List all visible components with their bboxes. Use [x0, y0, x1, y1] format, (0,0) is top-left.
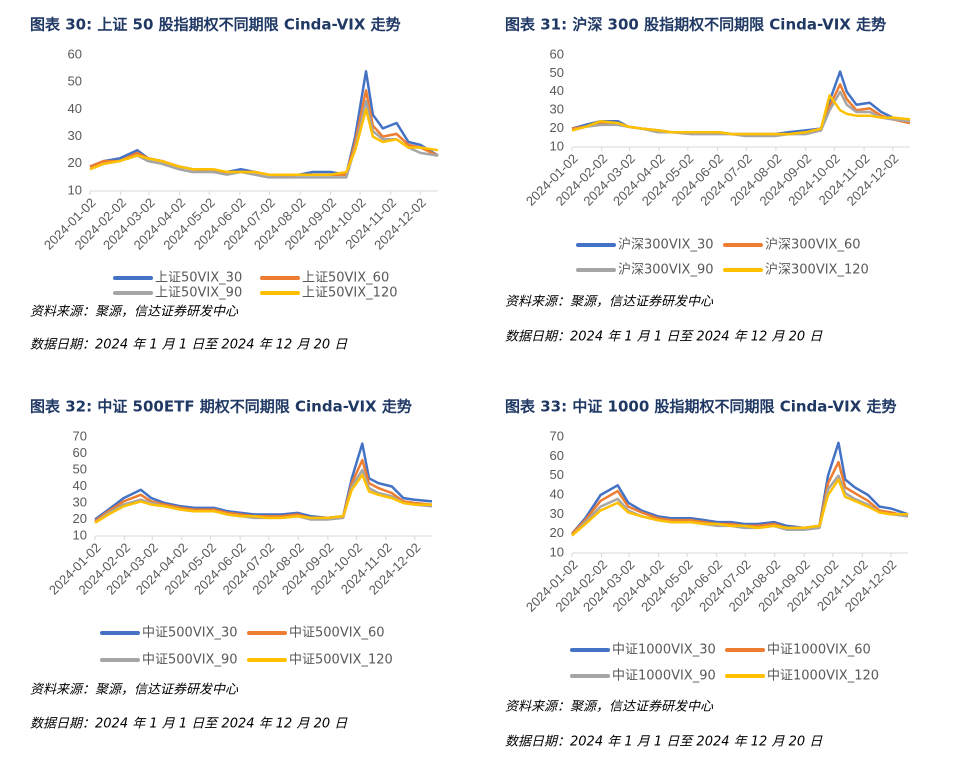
y-tick-label: 10 [550, 544, 564, 559]
y-tick-label: 10 [550, 138, 564, 153]
chart-title: 图表 30: 上证 50 股指期权不同期限 Cinda-VIX 走势 [30, 16, 401, 34]
y-tick-label: 60 [73, 445, 87, 460]
y-tick-label: 60 [68, 46, 82, 61]
y-tick-label: 40 [73, 478, 87, 493]
y-tick-label: 70 [73, 428, 87, 443]
source-note: 资料来源：聚源，信达证券研发中心 [505, 700, 714, 715]
y-tick-label: 10 [68, 182, 82, 197]
chart-title: 图表 33: 中证 1000 股指期权不同期限 Cinda-VIX 走势 [505, 398, 897, 416]
chart-title: 图表 32: 中证 500ETF 期权不同期限 Cinda-VIX 走势 [30, 398, 412, 416]
series-line [94, 473, 432, 524]
y-tick-label: 40 [550, 486, 564, 501]
legend-label: 沪深300VIX_90 [618, 262, 714, 278]
date-note: 数据日期：2024 年 1 月 1 日至 2024 年 12 月 20 日 [505, 330, 823, 345]
legend-label: 中证1000VIX_90 [612, 669, 716, 684]
y-tick-label: 40 [68, 101, 82, 116]
y-tick-label: 70 [550, 428, 564, 443]
y-tick-label: 40 [550, 83, 564, 98]
legend-label: 沪深300VIX_30 [618, 237, 714, 253]
y-tick-label: 30 [550, 102, 564, 117]
date-note: 数据日期：2024 年 1 月 1 日至 2024 年 12 月 20 日 [505, 735, 823, 750]
legend-label: 上证50VIX_90 [155, 286, 242, 301]
y-tick-label: 10 [73, 527, 87, 542]
legend-label: 中证1000VIX_60 [767, 643, 871, 658]
y-tick-label: 50 [68, 74, 82, 89]
legend-label: 沪深300VIX_120 [765, 262, 869, 278]
series-line [571, 441, 909, 535]
y-tick-label: 20 [73, 511, 87, 526]
legend-label: 中证500VIX_120 [289, 653, 393, 668]
y-tick-label: 20 [550, 120, 564, 135]
series-line [571, 90, 911, 138]
series-line [571, 478, 908, 537]
source-note: 资料来源：聚源，信达证券研发中心 [30, 683, 239, 698]
y-tick-label: 50 [550, 65, 564, 80]
series-line [94, 442, 433, 521]
legend-label: 中证500VIX_90 [142, 653, 238, 668]
y-tick-label: 50 [73, 461, 87, 476]
legend-label: 沪深300VIX_60 [765, 237, 861, 253]
legend-label: 上证50VIX_60 [302, 271, 389, 286]
legend-label: 中证500VIX_60 [289, 626, 385, 641]
y-tick-label: 20 [550, 525, 564, 540]
y-tick-label: 20 [68, 155, 82, 170]
source-note: 资料来源：聚源，信达证券研发中心 [505, 295, 714, 310]
legend-label: 上证50VIX_120 [302, 286, 398, 301]
series-line [571, 94, 911, 136]
y-tick-label: 30 [68, 128, 82, 143]
date-note: 数据日期：2024 年 1 月 1 日至 2024 年 12 月 20 日 [30, 338, 348, 353]
legend-label: 中证500VIX_30 [142, 626, 238, 641]
chart-title: 图表 31: 沪深 300 股指期权不同期限 Cinda-VIX 走势 [505, 16, 886, 34]
series-line [89, 108, 439, 176]
source-note: 资料来源：聚源，信达证券研发中心 [30, 305, 239, 320]
legend-label: 中证1000VIX_120 [767, 669, 879, 684]
y-tick-label: 30 [550, 506, 564, 521]
legend-label: 中证1000VIX_30 [612, 643, 716, 658]
y-tick-label: 50 [550, 467, 564, 482]
series-line [89, 89, 439, 179]
series-line [89, 99, 439, 179]
legend-label: 上证50VIX_30 [155, 271, 242, 286]
y-tick-label: 30 [73, 494, 87, 509]
y-tick-label: 60 [550, 46, 564, 61]
y-tick-label: 60 [550, 448, 564, 463]
series-line [94, 458, 433, 523]
date-note: 数据日期：2024 年 1 月 1 日至 2024 年 12 月 20 日 [30, 717, 348, 732]
